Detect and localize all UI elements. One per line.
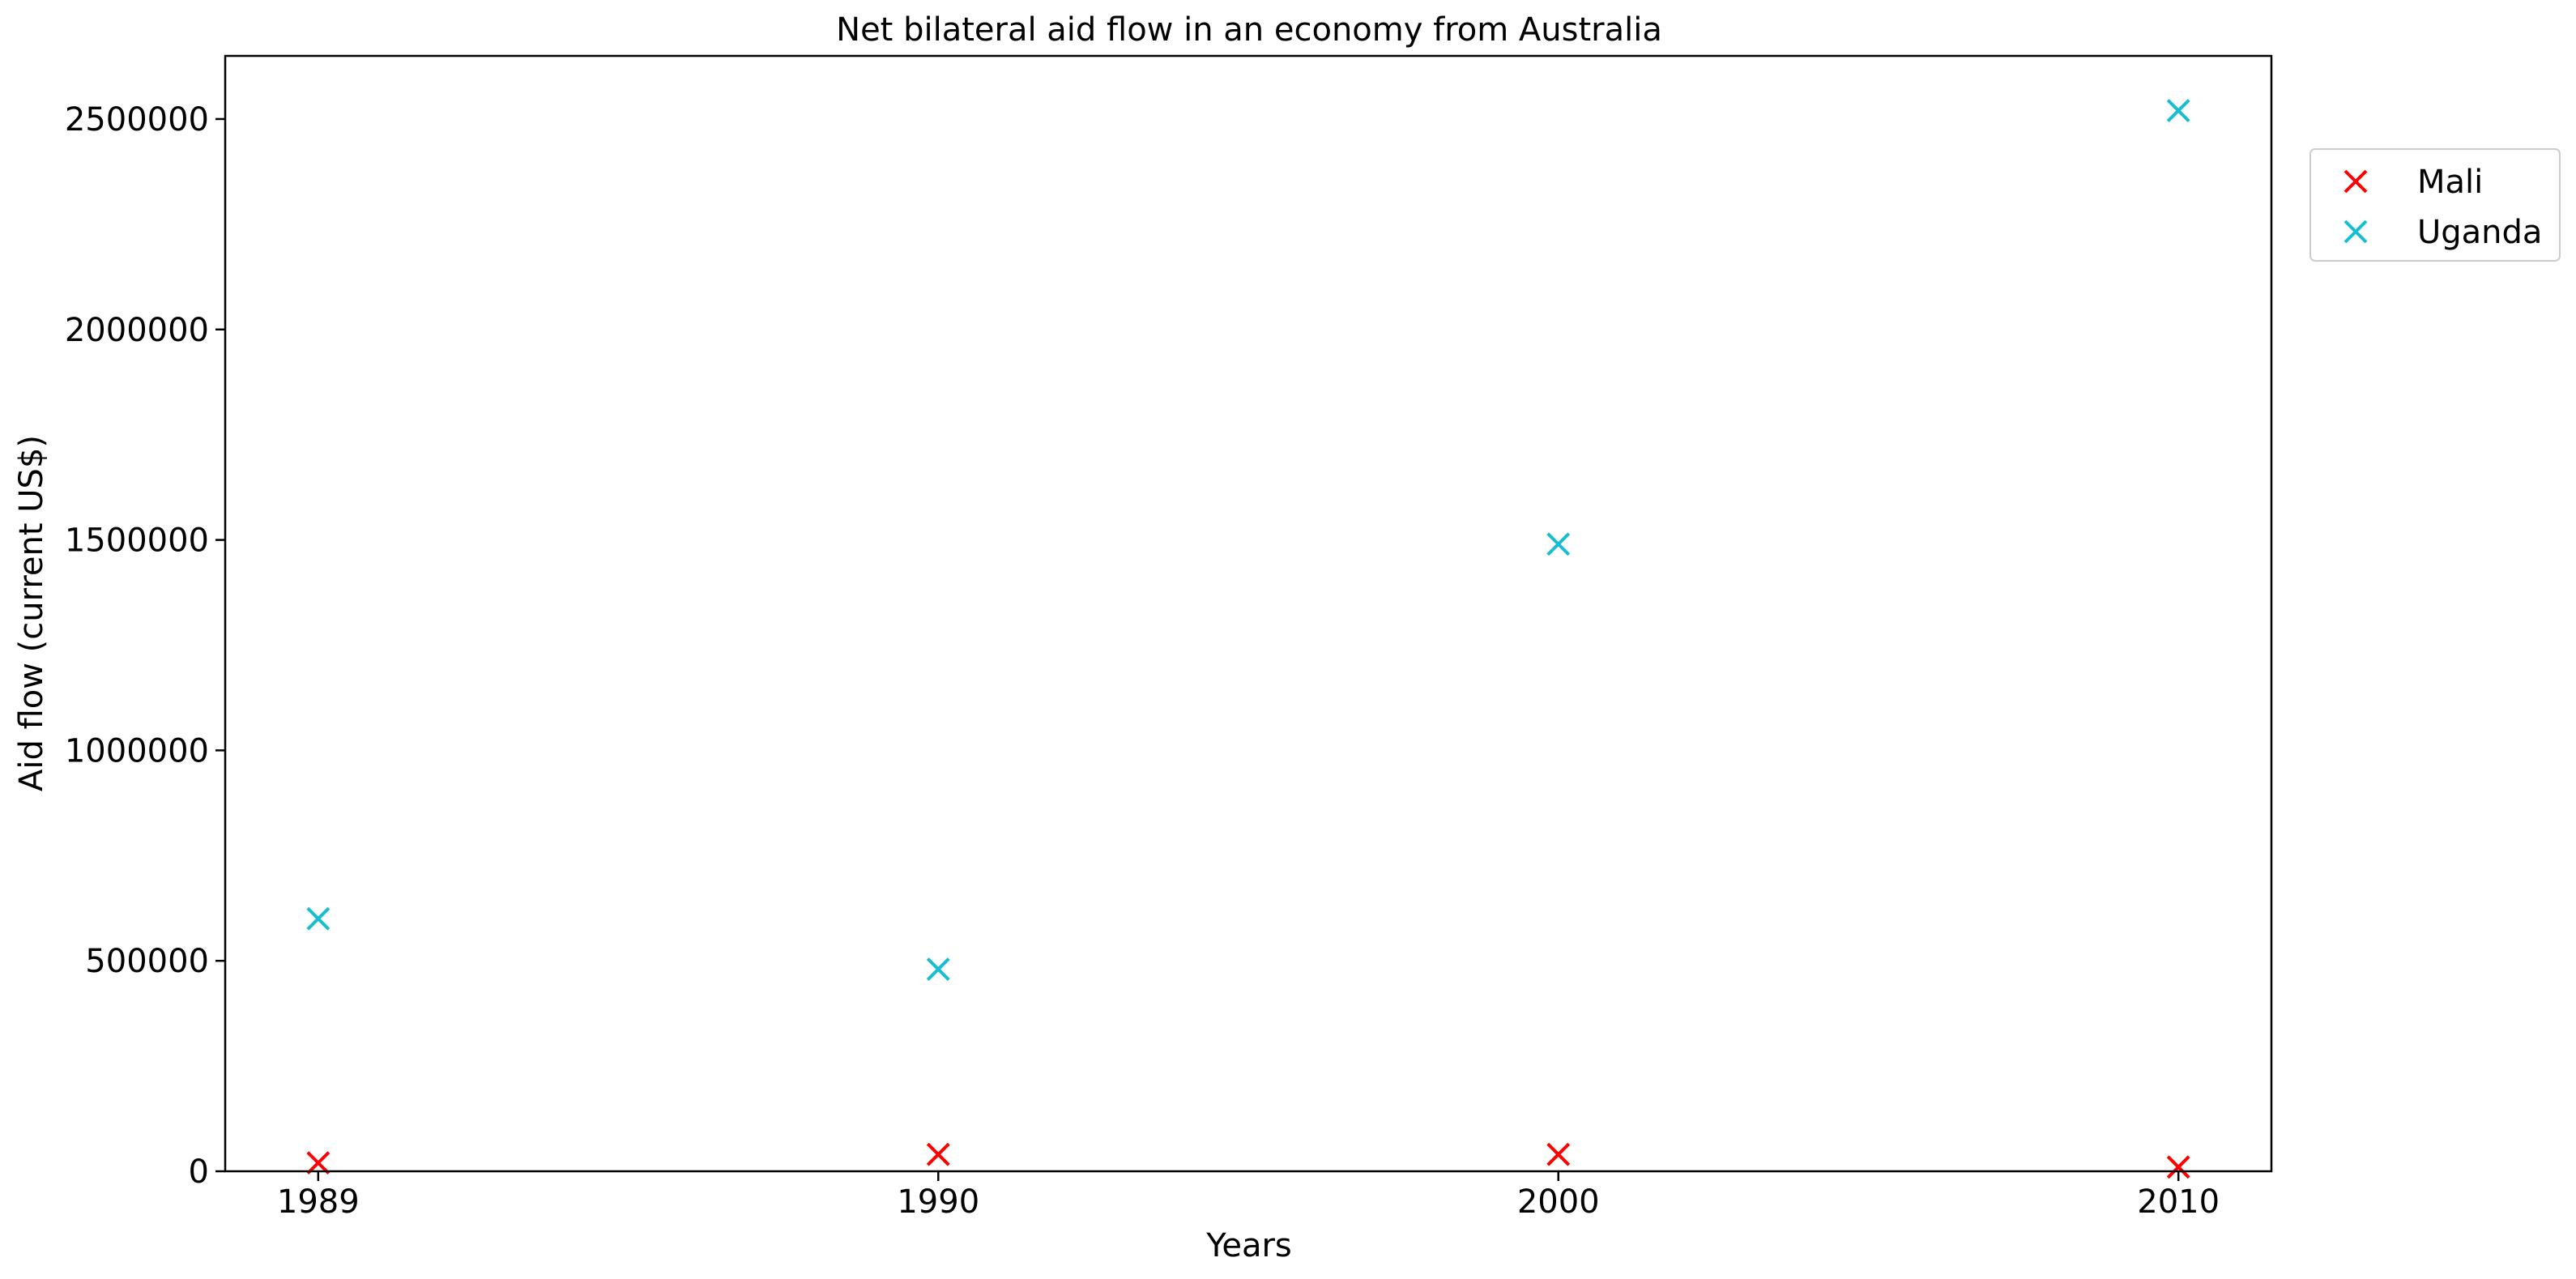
point-mali [1546,1142,1571,1166]
point-uganda [926,957,950,981]
y-tick-label: 2500000 [65,101,209,139]
y-tick-label: 1000000 [65,732,209,770]
legend-marker [2344,169,2368,194]
y-axis: 0 500000 1000000 1500000 2000000 2500000 [65,101,225,1191]
x-axis: 1989 1990 2000 2010 [277,1171,2220,1221]
y-tick-label: 0 [189,1153,209,1191]
point-mali [2166,1155,2190,1179]
point-uganda [2166,99,2190,122]
y-tick-label: 1500000 [65,522,209,560]
point-mali [926,1142,950,1166]
legend-label: Mali [2417,164,2483,201]
plot-frame [224,54,2273,1173]
point-mali [306,1151,331,1175]
x-tick-label: 1990 [897,1183,979,1221]
legend: Mali Uganda [2309,148,2561,262]
x-tick-label: 2010 [2137,1183,2220,1221]
x-tick-label: 1989 [277,1183,360,1221]
legend-marker [2344,220,2368,244]
x-tick-label: 2000 [1517,1183,1600,1221]
plot-marks [306,99,2190,1179]
y-tick-label: 500000 [85,943,209,980]
legend-label: Uganda [2417,214,2542,251]
point-uganda [306,906,331,931]
chart-title: Net bilateral aid flow in an economy fro… [836,11,1662,49]
legend-box [2309,148,2561,262]
y-axis-label: Aid flow (current US$) [13,435,50,791]
point-uganda [1546,532,1571,556]
x-axis-label: Years [1205,1227,1292,1264]
y-tick-label: 2000000 [65,312,209,349]
